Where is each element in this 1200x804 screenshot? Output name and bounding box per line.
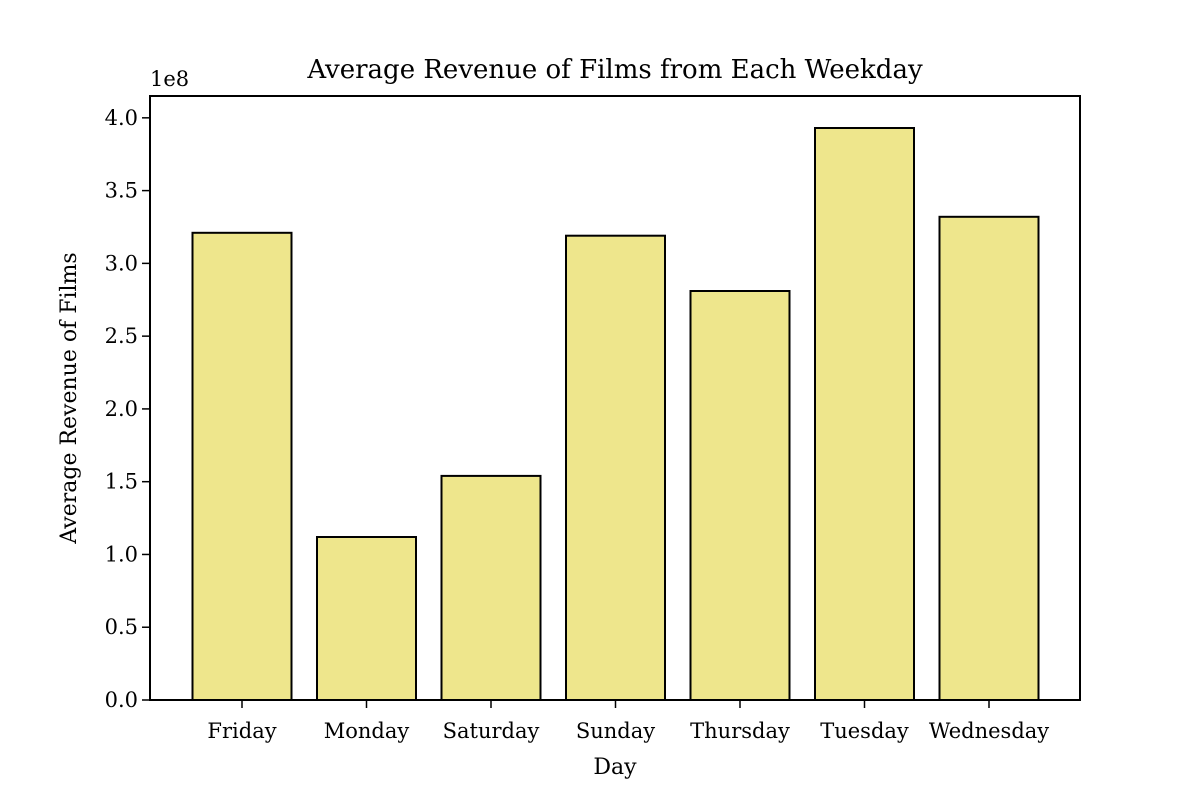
- bar-tuesday: [814, 127, 915, 701]
- bar-thursday: [689, 290, 791, 701]
- plot-area-frame: [149, 95, 1081, 701]
- y-axis-offset-label: 1e8: [150, 67, 189, 91]
- bar-monday: [316, 536, 417, 701]
- y-tick-label: 4.0: [105, 106, 138, 130]
- y-tick-label: 3.0: [105, 251, 138, 275]
- y-axis-label: Average Revenue of Films: [57, 252, 82, 544]
- y-tick-label: 0.5: [105, 615, 138, 639]
- y-tick-label: 1.0: [105, 542, 138, 566]
- x-axis-ticks: Friday Monday Saturday Sunday Thursday Tuesda…: [207, 700, 1049, 743]
- x-tick-label: Saturday: [443, 719, 540, 743]
- x-tick-label: Sunday: [576, 719, 655, 743]
- y-tick-label: 0.0: [105, 688, 138, 712]
- x-tick-label: Wednesday: [929, 719, 1049, 743]
- bar-wednesday: [938, 215, 1040, 702]
- y-tick-label: 2.0: [105, 397, 138, 421]
- y-tick-label: 2.5: [105, 324, 138, 348]
- x-tick-label: Tuesday: [820, 719, 909, 743]
- x-tick-label: Thursday: [690, 719, 790, 743]
- y-tick-label: 3.5: [105, 179, 138, 203]
- bar-friday: [191, 231, 293, 702]
- x-axis-label: Day: [593, 755, 637, 780]
- bar-sunday: [565, 234, 666, 701]
- bar-saturday: [440, 474, 542, 701]
- x-tick-label: Friday: [207, 719, 276, 743]
- bars-group: [191, 127, 1040, 702]
- y-axis-ticks: 0.0 0.5 1.0 1.5 2.0 2.5 3.0 3.5 4.0: [105, 106, 150, 712]
- y-tick-label: 1.5: [105, 470, 138, 494]
- x-tick-label: Monday: [324, 719, 410, 743]
- chart-title: Average Revenue of Films from Each Weekd…: [306, 55, 923, 85]
